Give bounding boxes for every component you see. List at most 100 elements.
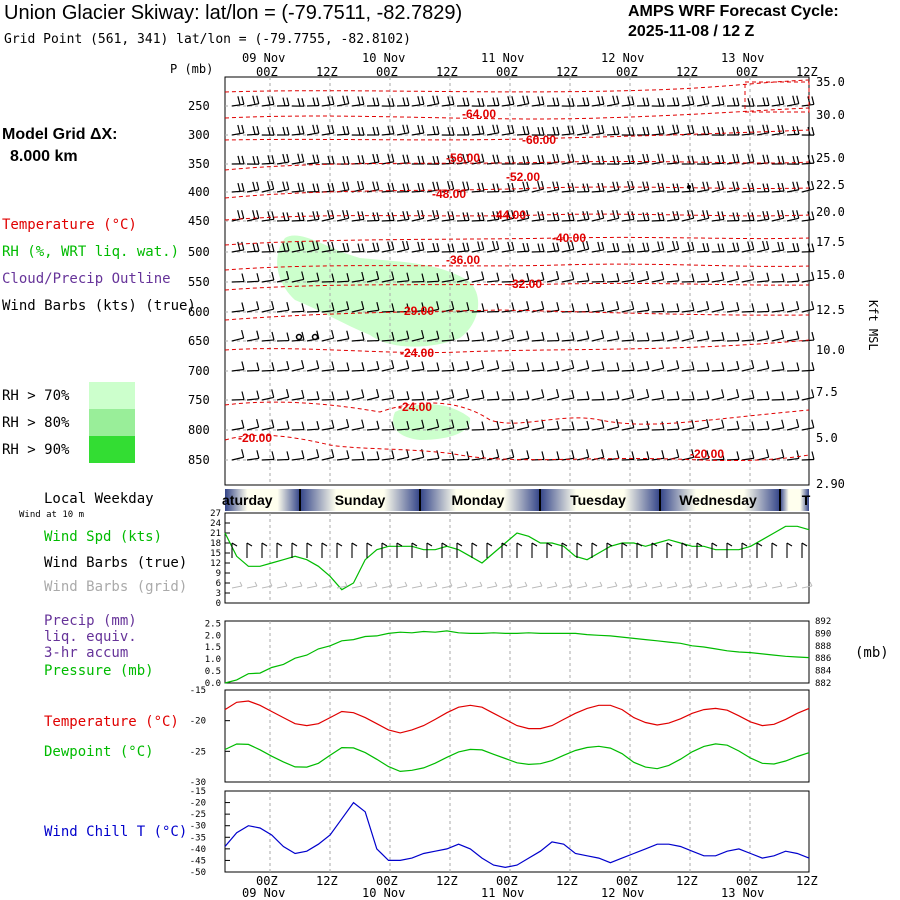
wind-barb: [666, 303, 680, 313]
wind-barb-flag: [246, 542, 253, 547]
contour-label: -24.00: [398, 400, 432, 414]
wind-barb-flag: [359, 581, 363, 587]
grid-wind-barb: [381, 581, 393, 589]
wind-barb-shaft: [366, 309, 379, 313]
wind-barb: [246, 156, 260, 165]
wind-barb-shaft: [681, 427, 694, 431]
wind-barb-shaft: [771, 132, 784, 136]
wind-barb-flag: [327, 155, 331, 165]
wind-barb: [681, 391, 695, 401]
wind-barb: [486, 240, 500, 253]
wind-barb: [636, 451, 650, 461]
wind-barb-flag: [282, 153, 286, 163]
wind-barb-flag: [661, 331, 665, 341]
wind-barb-shaft: [756, 218, 769, 222]
wind-barb-shaft: [381, 310, 395, 313]
wind-barb-flag: [376, 360, 380, 370]
wind-barb: [381, 303, 395, 313]
temperature-contour: [224, 186, 810, 199]
cross-section-panel: -64.00-60.00-56.00-52.00-48.00-44.00-40.…: [224, 76, 815, 486]
wind-barb-flag: [719, 581, 723, 587]
wind-barb-shaft: [336, 133, 350, 136]
wind-barb-flag: [651, 542, 658, 547]
wind-barb: [756, 124, 770, 136]
wind-barb-flag: [601, 155, 605, 165]
wind-barb: [396, 449, 410, 461]
wind-barb-shaft: [516, 280, 530, 283]
surface-wind-barb: [291, 542, 298, 558]
wind-barb-flag: [691, 391, 695, 400]
wind-barb-shaft: [651, 367, 664, 372]
wind-barb-flag: [706, 390, 710, 399]
wind-barb-flag: [447, 96, 451, 105]
wind-barb-shaft: [471, 190, 485, 193]
wind-barb-flag: [301, 271, 305, 280]
wind-barb-flag: [666, 542, 673, 547]
wind-barb-flag: [462, 212, 466, 221]
wind-barb-flag: [586, 211, 590, 220]
wind-barb-flag: [316, 303, 320, 312]
wind-barb: [291, 331, 305, 342]
wind-barb-shaft: [396, 338, 409, 342]
wind-barb-flag: [644, 581, 648, 587]
wind-barb-flag: [811, 419, 815, 428]
wind-barb-flag: [732, 181, 736, 190]
wind-barb-flag: [779, 581, 783, 587]
pressure-legend: Pressure (mb): [44, 663, 154, 679]
wind-barb-flag: [646, 153, 650, 163]
wind-barb-shaft: [396, 280, 409, 283]
wind-barb-flag: [792, 210, 796, 219]
wind-barb-shaft: [321, 585, 333, 589]
wind-barb: [471, 212, 485, 222]
top-hour-9: 00Z: [736, 65, 758, 79]
wind-barb-flag: [601, 361, 605, 370]
wind-barb-flag: [736, 332, 740, 341]
wind-barb-flag: [766, 420, 770, 430]
precip-legend: Precip (mm): [44, 613, 137, 629]
wind-barb-flag: [286, 302, 290, 311]
wind-barb-shaft: [486, 132, 499, 136]
wind-barb-flag: [447, 155, 451, 164]
wind-barb: [276, 451, 290, 461]
wind-barb-flag: [571, 98, 575, 107]
wind-barb-flag: [471, 542, 478, 547]
wind-barb-flag: [691, 419, 695, 428]
wind-barb-flag: [466, 153, 470, 163]
wind-barb-shaft: [336, 457, 349, 461]
wind-barb-flag: [241, 361, 245, 370]
wind-barb-flag: [646, 332, 650, 341]
wind-barb: [231, 391, 245, 401]
wind-barb: [591, 210, 605, 222]
wind-barb: [636, 181, 650, 193]
wind-barb-flag: [807, 96, 811, 105]
kft-tick: 22.5: [816, 178, 845, 192]
surface-wind-barb: [771, 542, 778, 558]
wind-barb-flag: [252, 125, 256, 135]
wind-barb: [636, 360, 650, 372]
wind-barb-shaft: [681, 456, 694, 461]
top-date-5: 13 Nov: [721, 51, 765, 65]
wind-barb-shaft: [786, 250, 800, 253]
temperature-contour: [224, 401, 810, 425]
wind-barb-flag: [271, 331, 275, 341]
wind-barb-shaft: [336, 308, 349, 313]
grid-wind-barb: [276, 581, 288, 589]
wind-barb-shaft: [321, 427, 334, 431]
wind-barb-flag: [781, 210, 785, 219]
wind-barb-flag: [449, 581, 453, 587]
wind-barb-flag: [642, 97, 646, 106]
wind-barb: [366, 126, 380, 136]
wind-barb-shaft: [726, 368, 739, 372]
wind-barb-flag: [286, 270, 290, 280]
wind-barb: [411, 124, 425, 136]
wind-barb-shaft: [636, 161, 649, 165]
wind-barb-shaft: [246, 189, 259, 193]
wind-barb: [546, 126, 560, 136]
wind-barb-shaft: [546, 250, 559, 253]
wind-barb-flag: [676, 303, 680, 312]
wind-barb: [726, 270, 740, 283]
calm-marker: [295, 333, 303, 341]
wind-barb: [516, 450, 530, 461]
wind-barb-flag: [256, 95, 260, 104]
wind-barb-shaft: [381, 585, 393, 589]
